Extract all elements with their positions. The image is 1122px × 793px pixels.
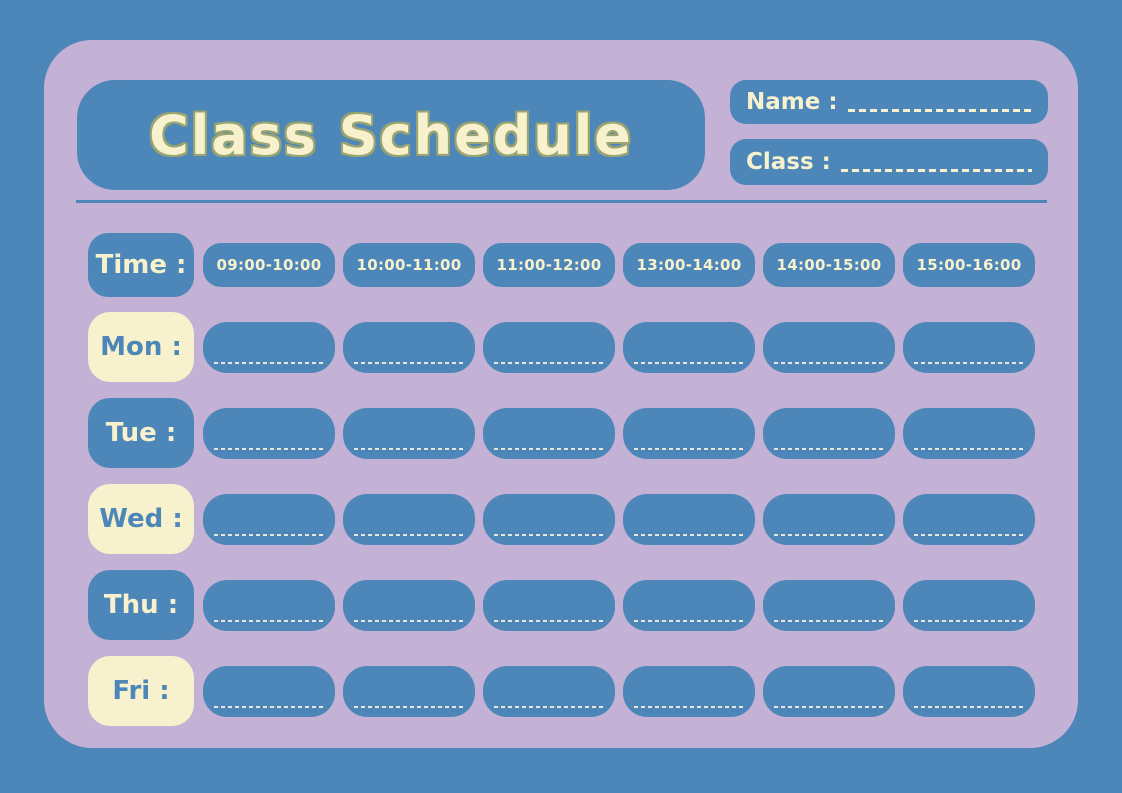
time-slot: 11:00-12:00 bbox=[483, 243, 615, 287]
name-write-line[interactable] bbox=[847, 108, 1032, 112]
schedule-grid: Time : 09:00-10:00 10:00-11:00 11:00-12:00… bbox=[88, 233, 1035, 742]
cell-write-line bbox=[634, 361, 744, 364]
cell-write-line bbox=[634, 447, 744, 450]
cell-write-line bbox=[354, 533, 464, 536]
schedule-cell[interactable] bbox=[203, 321, 335, 373]
schedule-cell[interactable] bbox=[203, 493, 335, 545]
cell-write-line bbox=[354, 619, 464, 622]
day-cells bbox=[203, 665, 1035, 717]
schedule-cell[interactable] bbox=[763, 493, 895, 545]
cell-write-line bbox=[914, 447, 1024, 450]
time-slots: 09:00-10:00 10:00-11:00 11:00-12:00 13:00-1… bbox=[203, 243, 1035, 287]
schedule-cell[interactable] bbox=[483, 407, 615, 459]
cell-write-line bbox=[494, 705, 604, 708]
page-title: Class Schedule bbox=[149, 103, 633, 167]
title-block: Class Schedule bbox=[77, 80, 705, 190]
name-field[interactable]: Name : bbox=[730, 80, 1048, 124]
schedule-cell[interactable] bbox=[483, 321, 615, 373]
cell-write-line bbox=[354, 447, 464, 450]
schedule-cell[interactable] bbox=[623, 665, 755, 717]
cell-write-line bbox=[354, 361, 464, 364]
schedule-row: Wed : bbox=[88, 484, 1035, 554]
cell-write-line bbox=[494, 447, 604, 450]
name-label: Name : bbox=[746, 89, 838, 115]
cell-write-line bbox=[774, 533, 884, 536]
cell-write-line bbox=[354, 705, 464, 708]
schedule-row: Thu : bbox=[88, 570, 1035, 640]
cell-write-line bbox=[634, 533, 744, 536]
day-cells bbox=[203, 321, 1035, 373]
cell-write-line bbox=[214, 533, 324, 536]
time-header-row: Time : 09:00-10:00 10:00-11:00 11:00-12:00… bbox=[88, 233, 1035, 297]
schedule-cell[interactable] bbox=[343, 321, 475, 373]
cell-write-line bbox=[214, 447, 324, 450]
time-slot: 13:00-14:00 bbox=[623, 243, 755, 287]
schedule-cell[interactable] bbox=[623, 579, 755, 631]
time-slot: 09:00-10:00 bbox=[203, 243, 335, 287]
cell-write-line bbox=[914, 619, 1024, 622]
schedule-row: Mon : bbox=[88, 312, 1035, 382]
schedule-cell[interactable] bbox=[623, 321, 755, 373]
schedule-cell[interactable] bbox=[763, 579, 895, 631]
cell-write-line bbox=[634, 619, 744, 622]
schedule-cell[interactable] bbox=[203, 579, 335, 631]
schedule-cell[interactable] bbox=[483, 579, 615, 631]
schedule-cell[interactable] bbox=[763, 407, 895, 459]
class-label: Class : bbox=[746, 149, 831, 175]
schedule-cell[interactable] bbox=[343, 493, 475, 545]
cell-write-line bbox=[774, 361, 884, 364]
schedule-cell[interactable] bbox=[903, 321, 1035, 373]
cell-write-line bbox=[634, 705, 744, 708]
schedule-cell[interactable] bbox=[343, 407, 475, 459]
time-slot: 14:00-15:00 bbox=[763, 243, 895, 287]
day-label: Wed : bbox=[88, 484, 194, 554]
cell-write-line bbox=[214, 619, 324, 622]
schedule-cell[interactable] bbox=[343, 665, 475, 717]
time-label: Time : bbox=[88, 233, 194, 297]
cell-write-line bbox=[214, 705, 324, 708]
schedule-cell[interactable] bbox=[623, 493, 755, 545]
day-cells bbox=[203, 407, 1035, 459]
cell-write-line bbox=[494, 533, 604, 536]
day-label: Fri : bbox=[88, 656, 194, 726]
time-slot: 15:00-16:00 bbox=[903, 243, 1035, 287]
schedule-cell[interactable] bbox=[763, 321, 895, 373]
schedule-cell[interactable] bbox=[483, 665, 615, 717]
cell-write-line bbox=[774, 619, 884, 622]
time-slot: 10:00-11:00 bbox=[343, 243, 475, 287]
schedule-card: Class Schedule Name : Class : Time : 09:… bbox=[44, 40, 1078, 748]
cell-write-line bbox=[494, 361, 604, 364]
schedule-cell[interactable] bbox=[623, 407, 755, 459]
schedule-cell[interactable] bbox=[203, 407, 335, 459]
cell-write-line bbox=[774, 447, 884, 450]
cell-write-line bbox=[774, 705, 884, 708]
schedule-cell[interactable] bbox=[483, 493, 615, 545]
day-label: Thu : bbox=[88, 570, 194, 640]
schedule-row: Fri : bbox=[88, 656, 1035, 726]
schedule-cell[interactable] bbox=[903, 665, 1035, 717]
day-cells bbox=[203, 579, 1035, 631]
schedule-row: Tue : bbox=[88, 398, 1035, 468]
schedule-cell[interactable] bbox=[903, 579, 1035, 631]
schedule-cell[interactable] bbox=[763, 665, 895, 717]
schedule-rows: Mon : Tue : Wed : Thu : Fri : bbox=[88, 312, 1035, 726]
schedule-cell[interactable] bbox=[903, 493, 1035, 545]
cell-write-line bbox=[914, 533, 1024, 536]
schedule-cell[interactable] bbox=[903, 407, 1035, 459]
cell-write-line bbox=[214, 361, 324, 364]
class-write-line[interactable] bbox=[840, 168, 1032, 172]
schedule-cell[interactable] bbox=[343, 579, 475, 631]
day-label: Tue : bbox=[88, 398, 194, 468]
schedule-cell[interactable] bbox=[203, 665, 335, 717]
divider bbox=[76, 200, 1047, 203]
cell-write-line bbox=[914, 705, 1024, 708]
day-label: Mon : bbox=[88, 312, 194, 382]
cell-write-line bbox=[914, 361, 1024, 364]
cell-write-line bbox=[494, 619, 604, 622]
day-cells bbox=[203, 493, 1035, 545]
class-field[interactable]: Class : bbox=[730, 139, 1048, 185]
